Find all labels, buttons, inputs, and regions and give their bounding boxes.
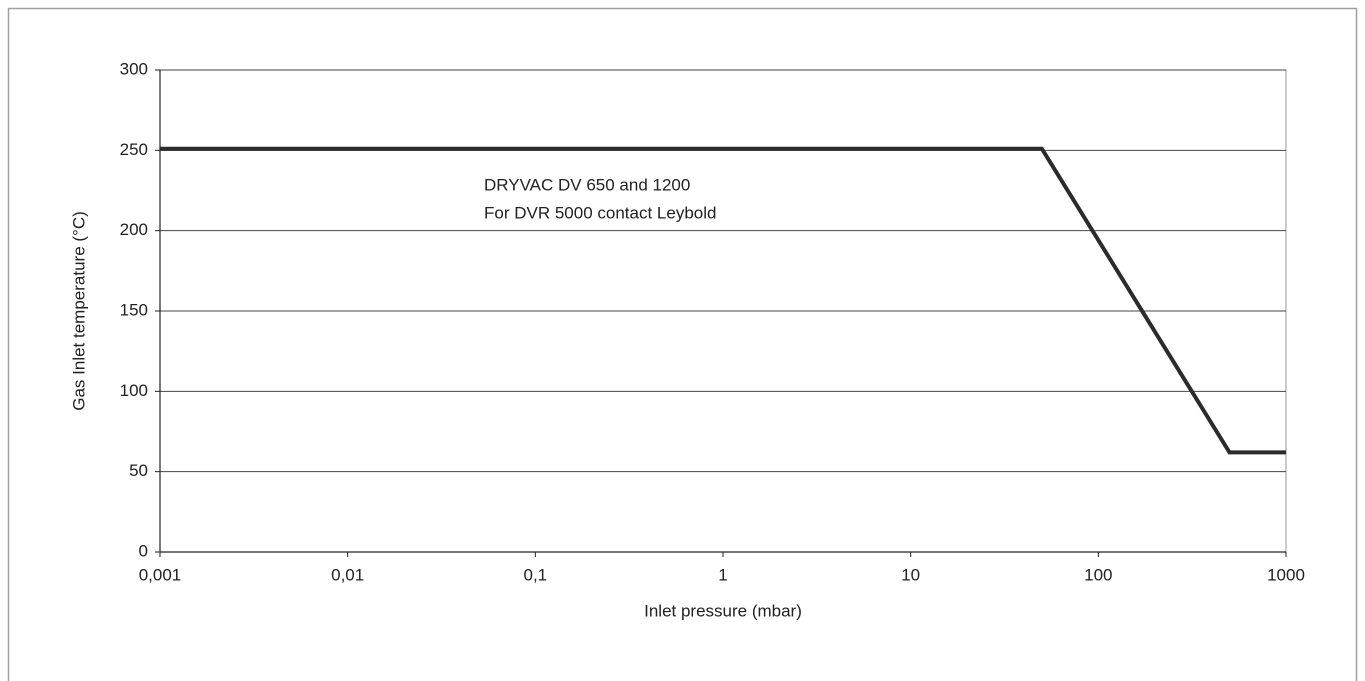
y-tick-label: 0 bbox=[139, 541, 148, 560]
data-line bbox=[160, 146, 1286, 455]
annotation: DRYVAC DV 650 and 1200 bbox=[484, 175, 690, 194]
y-tick-label: 250 bbox=[120, 140, 148, 159]
x-tick-label: 0,001 bbox=[139, 565, 182, 584]
frame bbox=[7, 7, 1358, 681]
annotation: For DVR 5000 contact Leybold bbox=[484, 203, 716, 222]
x-tick-label: 0,01 bbox=[331, 565, 364, 584]
x-tick-label: 100 bbox=[1084, 565, 1112, 584]
y-tick-label: 150 bbox=[120, 300, 148, 319]
y-tick-label: 200 bbox=[120, 220, 148, 239]
annotation-background bbox=[480, 170, 1012, 230]
x-tick-label: 1 bbox=[718, 565, 727, 584]
x-tick-label: 1000 bbox=[1267, 565, 1305, 584]
x-tick-label: 10 bbox=[901, 565, 920, 584]
y-tick-label: 50 bbox=[129, 461, 148, 480]
y-axis-label: Gas Inlet temperature (°C) bbox=[69, 211, 88, 411]
x-tick-label: 0,1 bbox=[524, 565, 548, 584]
y-tick-label: 300 bbox=[120, 59, 148, 78]
y-tick-label: 100 bbox=[120, 381, 148, 400]
x-axis-label: Inlet pressure (mbar) bbox=[644, 601, 802, 620]
